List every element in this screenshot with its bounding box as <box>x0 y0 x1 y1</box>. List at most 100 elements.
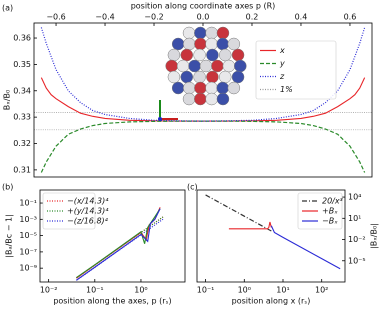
magnet <box>216 92 230 106</box>
y-tick-label: 10¹ <box>348 214 361 223</box>
magnet <box>218 48 232 62</box>
panel-label: (a) <box>2 4 13 13</box>
x-axis-label: position along the axes, p (rₛ) <box>53 297 171 306</box>
magnet <box>218 70 232 84</box>
magnet <box>183 37 196 51</box>
magnet <box>231 70 245 84</box>
magnet <box>171 81 185 95</box>
legend-label: x <box>279 46 285 55</box>
magnet <box>211 59 224 73</box>
axes-frame <box>33 22 373 178</box>
magnet <box>199 59 213 73</box>
legend-box <box>255 40 337 100</box>
y-axis-label: |Bₓ/B₀| <box>370 223 379 249</box>
magnet <box>182 26 196 40</box>
x-tick-label: 10⁻¹ <box>86 286 104 295</box>
y-tick-label: 0.32 <box>13 139 31 148</box>
y-tick-label: 10⁻⁵ <box>348 256 366 265</box>
x-tick-label: 0.0 <box>197 13 210 22</box>
magnet <box>194 81 207 95</box>
x-tick-label: 10² <box>315 286 328 295</box>
legend-label: 1% <box>280 85 293 94</box>
axes-frame <box>39 189 186 283</box>
magnet <box>188 59 201 73</box>
magnet <box>216 26 230 40</box>
x-axis-label: position along coordinate axes p (R) <box>131 2 276 11</box>
magnet <box>227 81 241 95</box>
y-tick-label: 0.33 <box>13 113 31 122</box>
y-axis-label: Bₓ/B₀ <box>3 90 12 110</box>
series-line <box>76 216 164 279</box>
series-line <box>270 225 341 270</box>
x-tick-label: 0.4 <box>295 13 308 22</box>
x-tick-label: 10⁰ <box>134 286 147 295</box>
y-tick-label: 10⁻⁹ <box>19 264 37 273</box>
magnet <box>206 48 219 62</box>
x-tick-label: 10¹ <box>276 286 289 295</box>
x-tick-label: −0.6 <box>46 13 65 22</box>
magnet <box>194 92 207 106</box>
legend-box <box>297 192 343 230</box>
y-tick-label: 10⁻⁵ <box>19 231 37 240</box>
magnet <box>180 70 194 84</box>
plot-area <box>34 27 372 173</box>
series-line <box>40 120 366 173</box>
legend-label: +(y/14.3)⁴ <box>67 207 109 216</box>
magnet <box>234 59 247 73</box>
legend-label: −(z/16.8)⁴ <box>67 217 109 226</box>
magnet <box>205 92 218 106</box>
legend-label: −Bₓ <box>322 217 338 226</box>
panel-label: (c) <box>187 183 198 192</box>
magnet <box>165 59 178 73</box>
series-line <box>76 208 161 281</box>
y-tick-label: 10⁻³ <box>19 215 37 224</box>
axis-arrow-z <box>158 117 162 121</box>
magnet <box>205 26 218 40</box>
legend-label: +Bₓ <box>322 207 338 216</box>
magnet <box>205 81 218 95</box>
magnet <box>171 37 185 51</box>
x-tick-label: 10⁰ <box>238 286 251 295</box>
series-line <box>76 208 161 279</box>
x-tick-label: 0.6 <box>344 13 357 22</box>
y-tick-label: 0.35 <box>13 60 31 69</box>
magnet <box>231 48 245 62</box>
x-tick-label: −0.4 <box>95 13 114 22</box>
y-axis-label: |Bₐ/Bc − 1| <box>5 214 14 257</box>
legend-label: y <box>279 59 285 68</box>
magnet <box>216 37 229 51</box>
panel-label: (b) <box>2 183 13 192</box>
legend-label: z <box>279 72 285 81</box>
series-line <box>205 194 272 232</box>
magnet <box>176 59 190 73</box>
y-tick-label: 10⁴ <box>348 193 361 202</box>
series-line <box>228 221 272 230</box>
series-line <box>76 218 164 281</box>
magnet <box>194 26 207 40</box>
x-tick-label: −0.2 <box>144 13 163 22</box>
magnet <box>180 48 194 62</box>
magnet <box>194 37 207 51</box>
magnet <box>167 70 181 84</box>
y-tick-label: 0.31 <box>13 165 31 174</box>
legend-box <box>42 192 96 230</box>
plot-area <box>205 194 341 270</box>
y-tick-label: 10⁻⁷ <box>19 247 37 256</box>
magnet <box>216 81 229 95</box>
legend-label: 20/x³ <box>322 197 343 206</box>
y-tick-label: 10⁻¹ <box>19 199 37 208</box>
magnet <box>193 70 206 84</box>
magnet <box>206 70 219 84</box>
magnet-sphere <box>158 26 247 121</box>
magnet <box>182 92 196 106</box>
magnet <box>167 48 181 62</box>
magnet <box>183 81 196 95</box>
magnet <box>193 48 206 62</box>
magnet <box>205 37 218 51</box>
x-tick-label: 10⁻¹ <box>197 286 215 295</box>
axes-frame <box>196 189 346 283</box>
x-axis-label: position along x (rₛ) <box>232 297 311 306</box>
y-tick-label: 0.36 <box>13 34 31 43</box>
series-line <box>40 27 366 122</box>
